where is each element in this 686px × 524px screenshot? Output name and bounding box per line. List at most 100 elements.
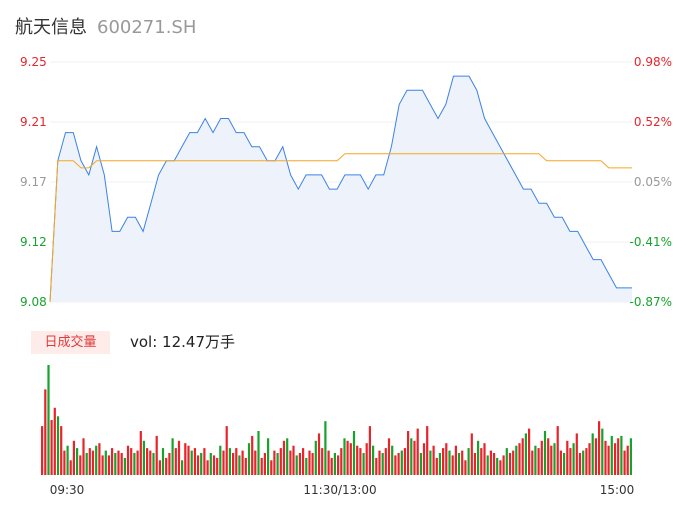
volume-bar <box>569 448 572 475</box>
volume-bar <box>575 433 578 475</box>
volume-bar <box>139 431 142 475</box>
volume-bar <box>187 445 190 475</box>
volume-bar <box>432 445 435 475</box>
volume-bar <box>232 453 235 475</box>
volume-bar <box>155 435 158 475</box>
volume-bar <box>247 443 251 475</box>
volume-bar <box>101 455 104 475</box>
volume-bar <box>489 450 492 475</box>
volume-bar <box>123 457 126 475</box>
volume-bar <box>91 450 95 475</box>
volume-bar <box>279 448 282 475</box>
volume-bar <box>130 448 133 475</box>
volume-badge: 日成交量 <box>31 331 110 354</box>
volume-bar <box>387 438 391 475</box>
pct-tick-label: -0.87% <box>630 295 672 309</box>
volume-bar <box>451 455 454 475</box>
volume-bar <box>512 450 515 475</box>
volume-bar <box>591 433 594 475</box>
volume-bar <box>50 420 53 475</box>
volume-bar <box>368 426 371 475</box>
volume-bar <box>47 365 50 475</box>
volume-bar <box>594 438 597 475</box>
volume-bar <box>598 421 601 475</box>
volume-bar <box>604 440 607 475</box>
volume-bar <box>273 450 276 475</box>
volume-bar <box>219 445 222 475</box>
volume-bar <box>190 450 193 475</box>
volume-bar <box>76 448 79 475</box>
price-line <box>49 75 632 303</box>
volume-bar <box>349 443 352 475</box>
x-tick-label: 15:00 <box>600 483 635 497</box>
volume-bar <box>470 433 473 475</box>
volume-bar <box>286 438 289 475</box>
volume-bar <box>60 426 63 475</box>
volume-bar <box>426 426 429 475</box>
volume-bar <box>620 435 623 475</box>
volume-bar <box>136 450 139 475</box>
volume-bar <box>260 457 263 475</box>
volume-bar <box>337 455 340 475</box>
volume-bar <box>547 438 550 475</box>
volume-bar <box>193 448 196 475</box>
volume-bar <box>330 457 333 475</box>
volume-bar <box>473 453 477 475</box>
volume-bar <box>578 453 582 475</box>
volume-readout: vol: 12.47万手 <box>130 333 235 351</box>
volume-bar <box>238 455 241 475</box>
volume-bar <box>518 443 521 475</box>
volume-bar <box>496 457 499 475</box>
pct-tick-label: -0.41% <box>630 235 672 249</box>
volume-bar <box>212 455 216 475</box>
volume-bar <box>419 453 422 475</box>
volume-bar <box>63 450 66 475</box>
volume-bar <box>168 453 171 475</box>
volume-bar <box>391 445 394 475</box>
volume-bar <box>413 440 416 475</box>
volume-bar <box>200 453 203 475</box>
pct-tick-label: 0.05% <box>634 175 672 189</box>
volume-bar <box>553 443 556 475</box>
volume-bar <box>394 455 397 475</box>
volume-bar <box>302 448 305 475</box>
volume-bar <box>502 455 505 475</box>
volume-bar <box>298 453 301 475</box>
volume-bar <box>158 460 161 475</box>
volume-bar <box>601 428 604 475</box>
volume-bar <box>340 448 343 475</box>
volume-bar <box>314 440 317 475</box>
y-tick-label: 9.21 <box>20 115 47 129</box>
volume-bar <box>197 455 200 475</box>
volume-bar <box>381 453 384 475</box>
volume-bar <box>133 453 136 475</box>
volume-bar <box>107 455 110 475</box>
volume-bar <box>98 443 101 475</box>
volume-bar <box>550 445 553 475</box>
volume-bar <box>254 450 257 475</box>
volume-bar <box>82 438 85 475</box>
volume-bar <box>311 453 314 475</box>
volume-bar <box>289 450 292 475</box>
x-tick-label: 09:30 <box>50 483 85 497</box>
stock-name: 航天信息 <box>15 17 87 38</box>
volume-bar <box>263 453 266 475</box>
volume-bar <box>493 453 496 475</box>
stock-code: 600271.SH <box>97 17 197 38</box>
volume-bar <box>613 443 617 475</box>
volume-bar <box>515 445 518 475</box>
volume-bar <box>117 450 120 475</box>
y-tick-label: 9.17 <box>20 175 47 189</box>
volume-bar <box>165 457 168 475</box>
volume-bar <box>228 448 231 475</box>
volume-bar <box>305 457 308 475</box>
volume-bar <box>257 431 260 475</box>
volume-bar <box>324 421 327 475</box>
volume-bar <box>209 453 212 475</box>
volume-bar <box>53 407 56 475</box>
volume-bar <box>403 448 406 475</box>
volume-bar <box>610 435 613 475</box>
volume-bar <box>477 440 480 475</box>
volume-bar <box>505 448 508 475</box>
volume-bar <box>362 453 365 475</box>
